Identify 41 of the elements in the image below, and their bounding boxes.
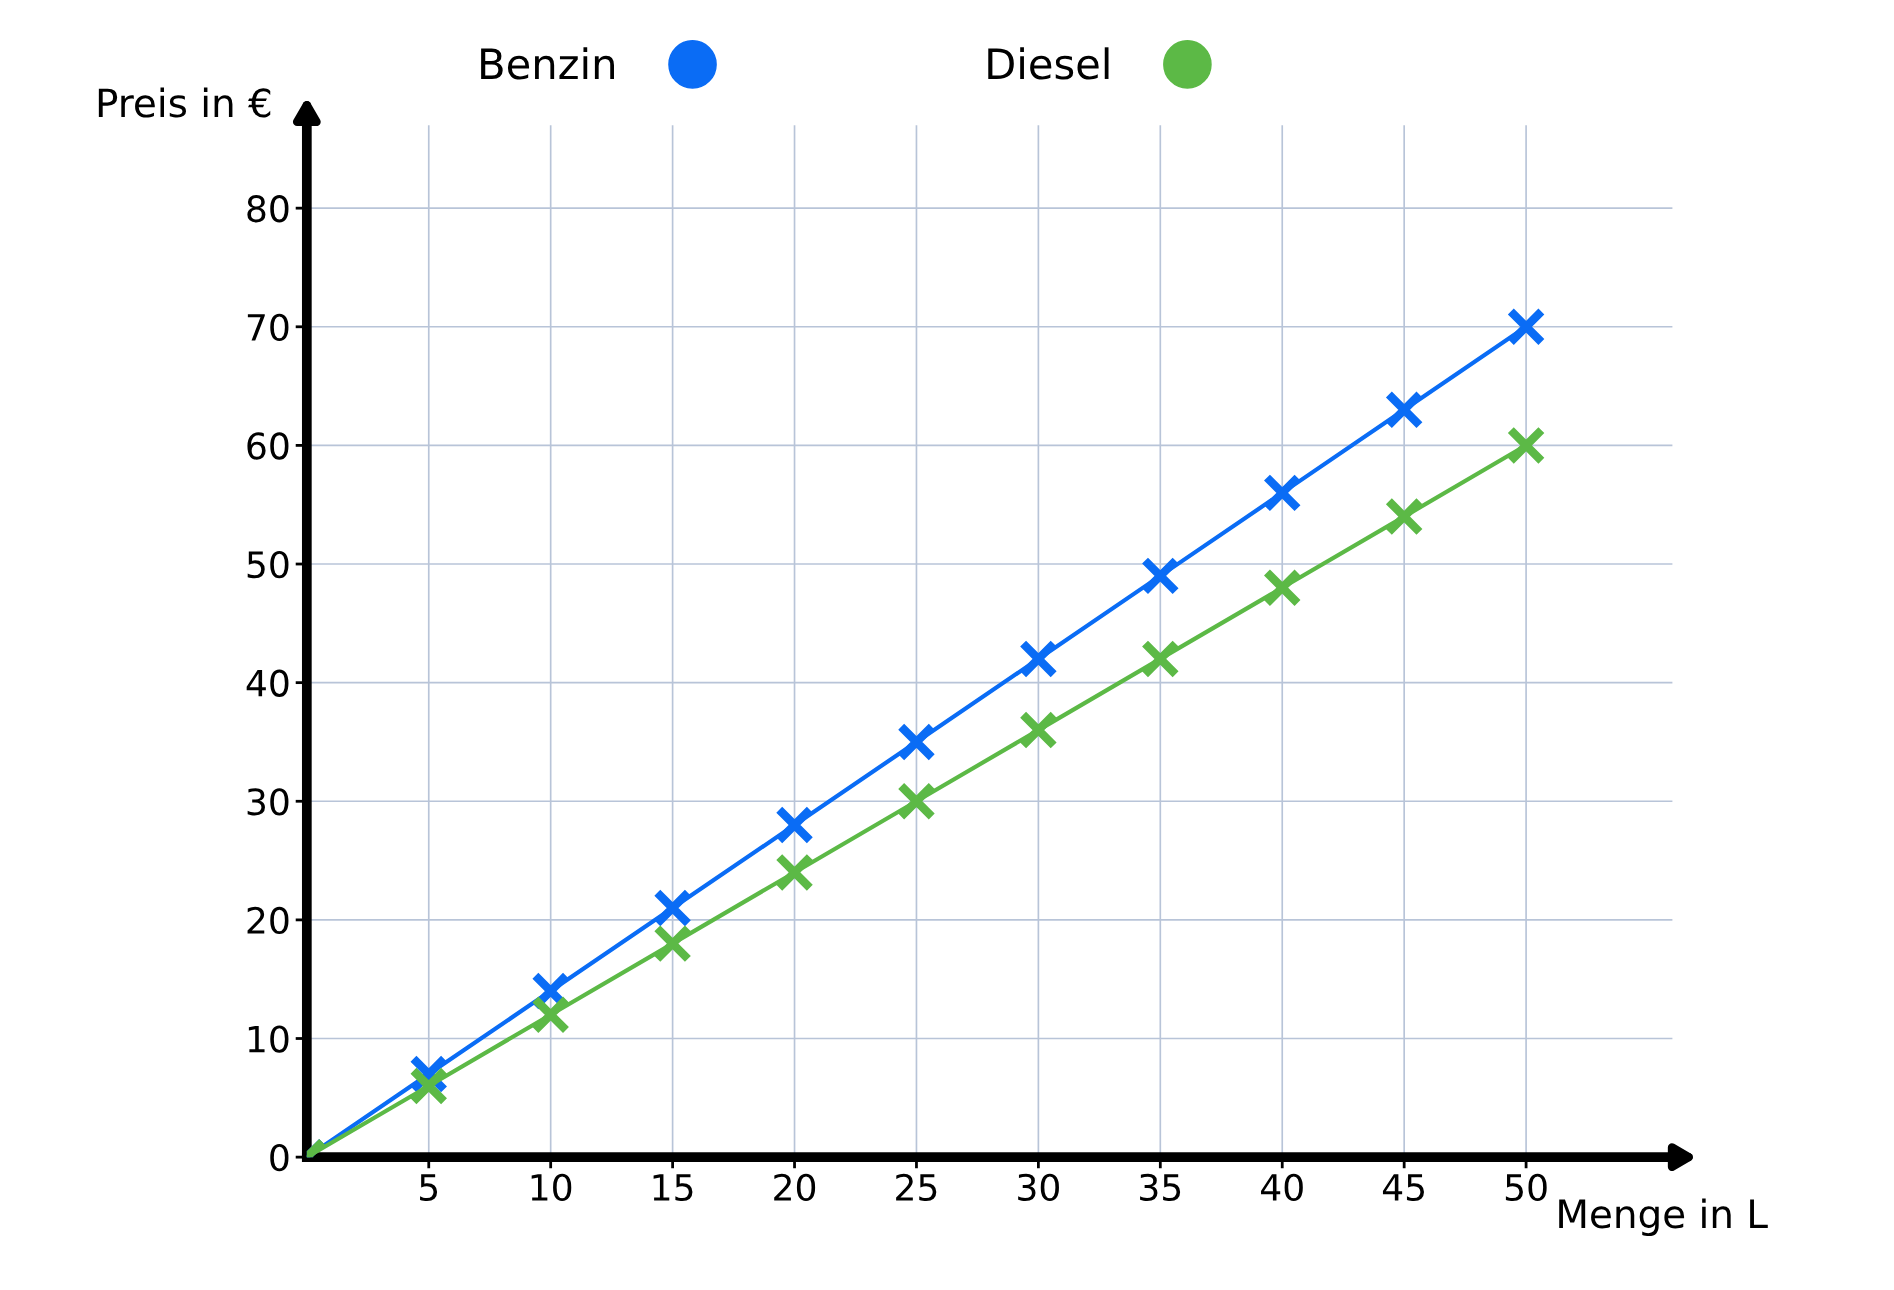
point bbox=[1262, 473, 1302, 513]
x-tick-label: 20 bbox=[774, 1173, 816, 1202]
x-tick-label: 10 bbox=[531, 1173, 572, 1202]
point bbox=[1140, 639, 1180, 679]
point bbox=[1018, 639, 1058, 679]
x-tick-label: 5 bbox=[420, 1174, 438, 1202]
point bbox=[1506, 425, 1546, 465]
point bbox=[1018, 710, 1058, 750]
y-tick-label: 0 bbox=[270, 1144, 289, 1172]
x-tick-label: 50 bbox=[1505, 1173, 1547, 1202]
point bbox=[409, 1066, 449, 1106]
y-tick-label: 80 bbox=[247, 195, 289, 223]
x-axis-title: Menge in L bbox=[1559, 1198, 1768, 1237]
y-tick-label: 70 bbox=[247, 313, 289, 342]
point bbox=[1140, 556, 1180, 596]
x-tick-label: 15 bbox=[653, 1174, 693, 1202]
x-tick-label: 40 bbox=[1261, 1173, 1303, 1202]
point bbox=[1262, 568, 1302, 608]
legend-label: Benzin bbox=[481, 47, 614, 80]
y-tick-label: 60 bbox=[247, 432, 289, 460]
y-tick-label: 50 bbox=[247, 550, 289, 579]
point bbox=[653, 888, 693, 928]
legend-label: Diesel bbox=[988, 47, 1109, 80]
x-tick-label: 35 bbox=[1140, 1173, 1181, 1202]
y-tick-label: 20 bbox=[247, 906, 289, 935]
x-tick-label: 25 bbox=[896, 1173, 937, 1202]
point bbox=[531, 995, 571, 1035]
y-tick-label: 30 bbox=[247, 788, 289, 816]
point bbox=[1384, 390, 1424, 430]
point bbox=[1384, 497, 1424, 537]
point bbox=[775, 805, 814, 845]
point bbox=[897, 722, 936, 762]
y-axis-title: Preis in € bbox=[98, 87, 271, 118]
point bbox=[897, 781, 936, 821]
x-tick-label: 45 bbox=[1382, 1174, 1424, 1202]
point bbox=[1506, 307, 1546, 347]
point bbox=[775, 852, 814, 892]
x-tick-label: 30 bbox=[1018, 1173, 1059, 1202]
y-tick-label: 10 bbox=[248, 1025, 289, 1053]
point bbox=[653, 924, 693, 964]
y-tick-label: 40 bbox=[246, 669, 289, 697]
